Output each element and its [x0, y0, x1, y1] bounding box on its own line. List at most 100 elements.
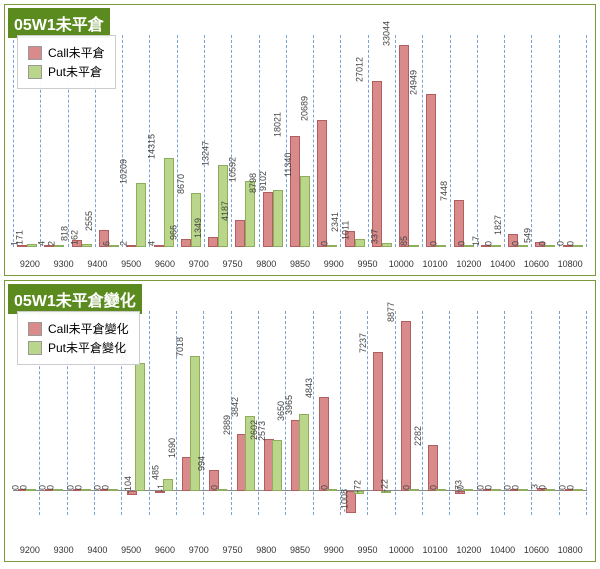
bar-pair: -730 [450, 311, 476, 491]
bar-pair: 1802111340 [287, 35, 313, 247]
bar-value-label: 6 [101, 241, 111, 246]
x-tick-label: 10400 [486, 545, 520, 555]
bar-value-label: -72 [353, 480, 363, 493]
bar-value-label: 966 [168, 225, 178, 240]
bar-value-label: 10209 [119, 159, 129, 184]
category-slot: 36503965 [286, 311, 313, 515]
open-interest-change-panel: 05W1未平倉變化 Call未平倉變化 Put未平倉變化 00000000-10… [4, 280, 596, 562]
x-tick-label: 9800 [249, 545, 283, 555]
bar-value-label: 1690 [167, 438, 177, 458]
bar-value-label: 0 [46, 485, 56, 490]
bar: 27012 [372, 81, 382, 247]
x-tick-label: 9200 [13, 545, 47, 555]
bar-pair: 418710592 [232, 35, 258, 247]
bar-value-label: 27012 [354, 57, 364, 82]
x-tick-label: 10000 [384, 545, 418, 555]
bar-value-label: 0 [320, 241, 330, 246]
bot-chart-title: 05W1未平倉變化 [8, 284, 142, 314]
x-tick-label: 9750 [216, 259, 250, 269]
category-slot: 418710592 [232, 35, 259, 247]
bar-value-label: 0 [483, 241, 493, 246]
top-legend: Call未平倉 Put未平倉 [17, 35, 116, 89]
category-slot: 16907018 [177, 311, 204, 515]
bar-value-label: 0 [429, 241, 439, 246]
legend-put-change: Put未平倉變化 [28, 339, 129, 356]
category-slot: 28893842 [232, 311, 259, 515]
bar-value-label: 0 [511, 241, 521, 246]
bar-pair: 00 [560, 311, 586, 491]
x-tick-label: 9600 [148, 545, 182, 555]
x-tick-label: 9800 [249, 259, 283, 269]
x-tick-label: 9300 [47, 545, 81, 555]
put-bar: 0 [108, 489, 118, 491]
x-tick-label: 10100 [418, 259, 452, 269]
category-slot: 00 [560, 35, 587, 247]
bar-value-label: 8670 [176, 173, 186, 193]
put-bar: 6644 [135, 363, 145, 491]
x-tick-label: 10200 [452, 259, 486, 269]
bar: 4187 [235, 220, 245, 247]
bar-value-label: 0 [555, 241, 565, 246]
bar-value-label: 1349 [193, 218, 203, 238]
category-slot: 7237-22 [368, 311, 395, 515]
bar-pair: 00 [505, 311, 531, 491]
bar-value-label: 0 [101, 485, 111, 490]
x-tick-label: 9750 [216, 545, 250, 555]
x-tick-label: 9850 [283, 259, 317, 269]
call-bar: 8877 [401, 321, 411, 491]
bar-value-label: 0 [210, 485, 220, 490]
legend-call-label: Call未平倉 [48, 44, 105, 61]
call-swatch [28, 322, 42, 336]
x-tick-label: 10100 [418, 545, 452, 555]
bar-value-label: 1011 [340, 221, 350, 240]
bar-pair: 87989102 [260, 35, 286, 247]
x-tick-label: 9900 [317, 259, 351, 269]
x-tick-label: 10400 [486, 259, 520, 269]
bar-value-label: 24949 [409, 70, 419, 95]
bar-value-label: 0 [319, 485, 329, 490]
bar-value-label: 85 [399, 235, 409, 245]
x-tick-label: 10000 [384, 259, 418, 269]
bar-value-label: 17 [471, 236, 481, 246]
legend-call-change: Call未平倉變化 [28, 320, 129, 337]
category-slot: 30 [532, 311, 559, 515]
legend-put-label: Put未平倉 [48, 63, 102, 80]
bar-pair: 210209 [123, 35, 149, 247]
x-tick-label: 9400 [81, 545, 115, 555]
bar-pair: 27012337 [369, 35, 395, 247]
bar-pair: 00 [560, 35, 586, 247]
category-slot: 5490 [532, 35, 559, 247]
bar-value-label: 0 [511, 485, 521, 490]
bar-value-label: 4187 [220, 201, 230, 221]
bar-pair: 249490 [423, 35, 449, 247]
x-tick-label: 10200 [452, 545, 486, 555]
bar-value-label: 20689 [300, 96, 310, 121]
put-bar: -22 [381, 491, 391, 493]
bar-value-label: 2889 [222, 415, 232, 435]
bar: 2 [126, 245, 136, 247]
bar-value-label: 9102 [258, 171, 268, 191]
put-bar: 0 [81, 489, 91, 491]
bar-value-label: 0 [401, 485, 411, 490]
put-bar: 0 [545, 489, 555, 491]
bar-value-label: 33044 [382, 21, 392, 46]
bar-value-label: 0 [456, 241, 466, 246]
x-tick-label: 9950 [351, 545, 385, 555]
bar: 7448 [454, 200, 464, 247]
bar-value-label: 11340 [283, 153, 293, 177]
put-bar: 0 [463, 489, 473, 491]
bar: 20689 [317, 120, 327, 247]
bar: 0 [518, 245, 528, 247]
category-slot: 00 [505, 311, 532, 515]
bot-legend: Call未平倉變化 Put未平倉變化 [17, 311, 140, 365]
category-slot: 87989102 [260, 35, 287, 247]
x-tick-label: 9500 [114, 259, 148, 269]
bar-pair: 30 [532, 311, 558, 491]
category-slot: 22820 [423, 311, 450, 515]
bar-value-label: 4 [37, 241, 47, 246]
call-bar: -73 [455, 491, 465, 494]
bar-value-label: 3842 [230, 397, 240, 417]
bar-value-label: 818 [59, 226, 69, 241]
bar: 8798 [263, 192, 273, 247]
bar-value-label: 549 [523, 228, 533, 243]
